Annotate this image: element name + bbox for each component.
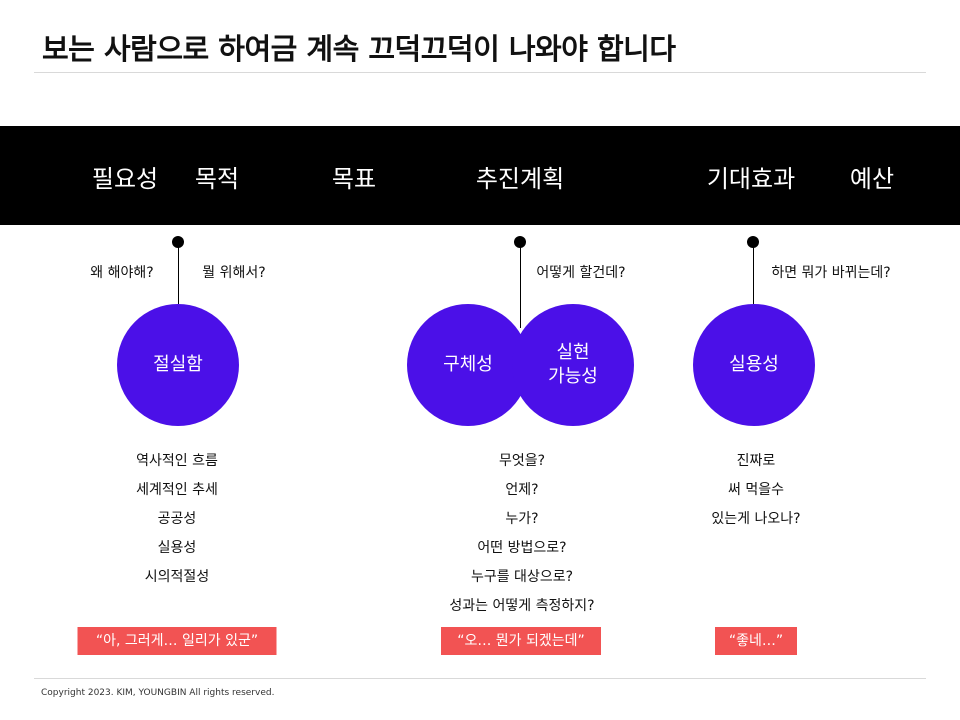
checklist: 진짜로 써 먹을수 있는게 나오나? <box>646 451 866 538</box>
list-item: 누구를 대상으로? <box>470 569 574 585</box>
connector-line-overlay <box>520 304 521 328</box>
list-item: 써 먹을수 <box>728 482 784 498</box>
list-item: 무엇을? <box>498 453 546 469</box>
band-label-goal: 목표 <box>331 165 377 193</box>
question-text: 어떻게 할건데? <box>536 265 626 281</box>
question-text: 왜 해야해? <box>90 265 154 281</box>
title-divider <box>34 72 926 73</box>
reaction-quote: “아, 그러게… 일리가 있군” <box>77 627 277 655</box>
list-item: 실용성 <box>157 540 197 556</box>
question-text: 하면 뭐가 바뀌는데? <box>771 265 891 281</box>
footer-divider <box>34 678 926 679</box>
checklist: 무엇을? 언제? 누가? 어떤 방법으로? 누구를 대상으로? 성과는 어떻게 … <box>412 451 632 625</box>
list-item: 언제? <box>505 482 539 498</box>
circle-feasibility: 실현 가능성 <box>512 304 634 426</box>
connector-line <box>178 242 179 304</box>
list-item: 역사적인 흐름 <box>136 453 218 469</box>
list-item: 공공성 <box>157 511 197 527</box>
list-item: 진짜로 <box>736 453 776 469</box>
section-band: 필요성 목적 목표 추진계획 기대효과 예산 <box>0 126 960 225</box>
checklist: 역사적인 흐름 세계적인 추세 공공성 실용성 시의적절성 <box>67 451 287 596</box>
reaction-quote: “좋네…” <box>715 627 797 655</box>
connector-line <box>520 242 521 328</box>
list-item: 어떤 방법으로? <box>477 540 567 556</box>
circle-practicality: 실용성 <box>693 304 815 426</box>
band-label-budget: 예산 <box>849 165 895 193</box>
band-label-necessity: 필요성 <box>91 165 159 193</box>
list-item: 있는게 나오나? <box>711 511 801 527</box>
band-label-expected-effect: 기대효과 <box>706 165 796 193</box>
list-item: 성과는 어떻게 측정하지? <box>449 598 595 614</box>
circle-specificity: 구체성 <box>407 304 529 426</box>
page-title: 보는 사람으로 하여금 계속 끄덕끄덕이 나와야 합니다 <box>42 32 676 66</box>
band-label-purpose: 목적 <box>194 165 240 193</box>
question-text: 뭘 위해서? <box>202 265 266 281</box>
list-item: 시의적절성 <box>144 569 210 585</box>
list-item: 누가? <box>505 511 539 527</box>
list-item: 세계적인 추세 <box>136 482 218 498</box>
copyright-footer: Copyright 2023. KIM, YOUNGBIN All rights… <box>41 688 275 698</box>
connector-line <box>753 242 754 304</box>
circle-urgency: 절실함 <box>117 304 239 426</box>
band-label-plan: 추진계획 <box>475 165 565 193</box>
reaction-quote: “오… 뭔가 되겠는데” <box>441 627 601 655</box>
